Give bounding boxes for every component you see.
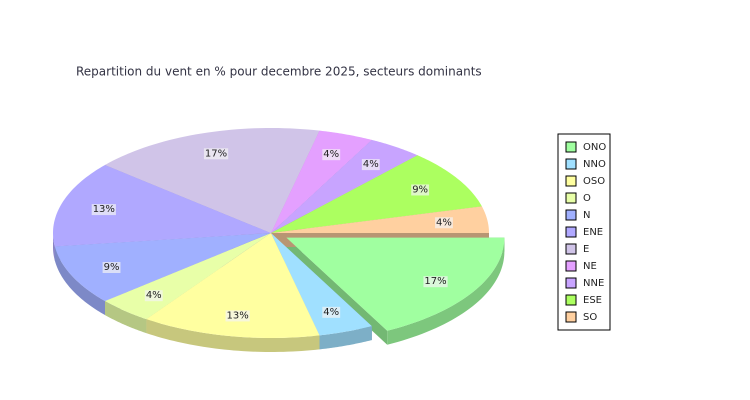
legend-swatch — [565, 158, 577, 170]
label-bg — [435, 217, 453, 229]
slice — [54, 233, 271, 302]
label-bg — [144, 290, 163, 302]
legend-label: NNO — [583, 159, 606, 170]
chart-title: Repartition du vent en % pour decembre 2… — [76, 65, 482, 79]
slice — [271, 139, 418, 233]
slice-label: 9% — [104, 262, 120, 273]
slice — [271, 233, 372, 336]
legend-label: O — [583, 193, 591, 204]
label-bg — [322, 306, 341, 318]
legend-swatch — [565, 175, 577, 187]
legend-label: NNE — [583, 278, 604, 289]
label-bg — [91, 204, 116, 216]
legend-label: SO — [583, 312, 597, 323]
legend-label: E — [583, 244, 589, 255]
legend-swatch — [565, 141, 577, 153]
slice-side — [319, 326, 372, 350]
label-bg — [225, 310, 250, 322]
slice-label: 17% — [424, 276, 446, 287]
slice — [105, 128, 320, 233]
legend-swatch — [565, 243, 577, 255]
legend-label: NE — [583, 261, 597, 272]
legend-swatch — [565, 277, 577, 289]
label-bg — [102, 262, 121, 274]
legend-swatch — [565, 209, 577, 221]
label-bg — [203, 148, 229, 160]
legend-label: OSO — [583, 176, 605, 187]
legend-label: N — [583, 210, 590, 221]
slice-label: 9% — [412, 184, 428, 195]
slice-side — [53, 233, 55, 261]
legend-label: ONO — [583, 142, 606, 153]
slice — [53, 164, 271, 247]
slice — [271, 130, 372, 233]
legend-swatch — [565, 294, 577, 306]
slice-label: 4% — [363, 159, 379, 170]
slice-label: 17% — [205, 148, 227, 159]
slice — [271, 155, 482, 233]
slice-label: 4% — [323, 307, 339, 318]
slice — [271, 206, 489, 233]
slice-label: 4% — [323, 149, 339, 160]
slice — [146, 233, 320, 338]
legend-swatch — [565, 192, 577, 204]
legend-swatch — [565, 311, 577, 323]
legend-swatch — [565, 226, 577, 238]
slice-label: 4% — [146, 290, 162, 301]
legend-label: ENE — [583, 227, 603, 238]
label-bg — [411, 184, 430, 196]
label-bg — [361, 159, 380, 171]
slice-side — [146, 319, 320, 352]
slice-label: 13% — [227, 310, 249, 321]
slice-side — [387, 237, 505, 345]
slice-side — [54, 246, 105, 316]
slice — [286, 237, 505, 331]
pie: 17% 4% 13% 4% 9% 13% 17% 4% 4% 9% 4% — [53, 128, 505, 352]
slice-side — [105, 301, 147, 334]
slice-label: 13% — [93, 204, 115, 215]
legend-label: ESE — [583, 295, 602, 306]
label-bg — [423, 276, 448, 288]
legend-swatch — [565, 260, 577, 272]
slice-label: 4% — [436, 217, 452, 228]
label-bg — [322, 149, 341, 161]
